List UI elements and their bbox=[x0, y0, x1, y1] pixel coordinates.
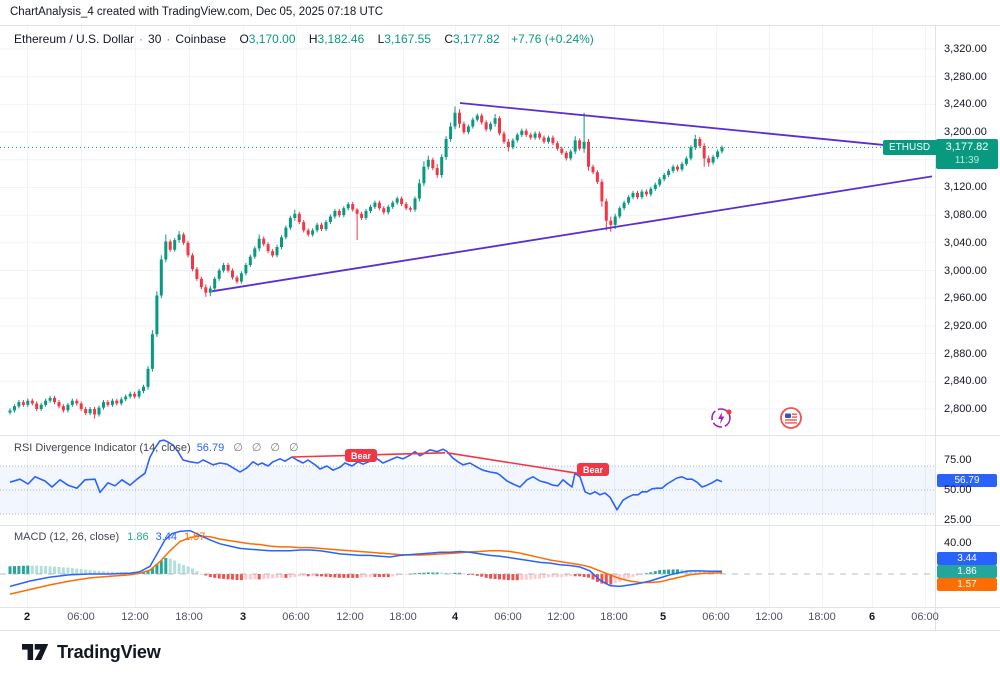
time-axis-label: 6 bbox=[868, 611, 876, 623]
price-axis-label: 3,280.00 bbox=[944, 71, 987, 83]
time-axis-label: 3 bbox=[239, 611, 247, 623]
time-axis-panel[interactable]: 2 06:00 12:00 18:00 3 06:00 12:00 18:00 4 06:00 12… bbox=[0, 611, 939, 631]
trendline[interactable] bbox=[459, 102, 887, 147]
rsi-hidden-value-icon: ∅ bbox=[270, 442, 280, 454]
macd-signal-badge: 1.57 bbox=[937, 578, 997, 591]
macd-line-value: 3.44 bbox=[155, 531, 177, 543]
rsi-hidden-value-icon: ∅ bbox=[289, 442, 299, 454]
price-axis-label: 3,200.00 bbox=[944, 126, 987, 138]
price-axis-label: 3,080.00 bbox=[944, 209, 987, 221]
flag-event-icon[interactable] bbox=[779, 406, 803, 430]
lightning-event-icon[interactable] bbox=[710, 406, 734, 430]
price-axis-label: 3,240.00 bbox=[944, 98, 987, 110]
macd-line-badge: 3.44 bbox=[937, 552, 997, 565]
bear-divergence-label-2[interactable]: Bear bbox=[577, 463, 610, 476]
rsi-axis-label: 25.00 bbox=[944, 514, 972, 526]
time-axis-label: 5 bbox=[659, 611, 667, 623]
time-axis-label: 06:00 bbox=[282, 611, 310, 623]
time-axis-label: 12:00 bbox=[336, 611, 364, 623]
rsi-value-badge: 56.79 bbox=[937, 474, 997, 487]
price-axis-panel[interactable]: 56.79 40.00 3.44 1.86 1.57 3,320.00 3,280… bbox=[936, 0, 1000, 631]
close-label: C bbox=[444, 32, 454, 46]
macd-signal-value: 1.57 bbox=[184, 531, 206, 543]
macd-title[interactable]: MACD (12, 26, close) bbox=[14, 531, 120, 543]
rsi-axis-label: 75.00 bbox=[944, 454, 972, 466]
tradingview-logo[interactable]: TradingView bbox=[22, 640, 161, 664]
time-axis-label: 06:00 bbox=[702, 611, 730, 623]
tradingview-logo-icon bbox=[22, 644, 49, 660]
exchange[interactable]: Coinbase bbox=[175, 32, 227, 46]
price-axis-label: 2,960.00 bbox=[944, 292, 987, 304]
open-value: 3,170.00 bbox=[248, 32, 296, 46]
rsi-divergence-line bbox=[446, 452, 578, 474]
price-axis-label: 3,040.00 bbox=[944, 237, 987, 249]
bar-countdown: 11:39 bbox=[954, 155, 980, 166]
rsi-line bbox=[9, 439, 723, 511]
rsi-title[interactable]: RSI Divergence Indicator (14, close) bbox=[14, 442, 191, 454]
rsi-hidden-value-icon: ∅ bbox=[233, 442, 243, 454]
current-price-box: 3,177.82 11:39 bbox=[936, 139, 998, 169]
macd-axis-label: 40.00 bbox=[944, 537, 972, 549]
symbol-name[interactable]: Ethereum / U.S. Dollar bbox=[14, 32, 135, 46]
time-axis-label: 12:00 bbox=[755, 611, 783, 623]
rsi-indicator-header: RSI Divergence Indicator (14, close) 56.7… bbox=[14, 441, 299, 454]
bear-divergence-label-1[interactable]: Bear bbox=[345, 449, 378, 462]
time-axis-label: 18:00 bbox=[600, 611, 628, 623]
time-axis-label: 06:00 bbox=[911, 611, 939, 623]
trendline[interactable] bbox=[211, 175, 933, 293]
macd-indicator-header: MACD (12, 26, close) 1.86 3.44 1.57 bbox=[14, 531, 205, 543]
rsi-pane[interactable] bbox=[0, 439, 935, 515]
time-axis-label: 06:00 bbox=[67, 611, 95, 623]
price-axis-label: 3,000.00 bbox=[944, 265, 987, 277]
change-value: +7.76 (+0.24%) bbox=[511, 32, 594, 46]
price-axis-label: 2,880.00 bbox=[944, 348, 987, 360]
price-pane[interactable] bbox=[0, 102, 935, 419]
time-axis-label: 18:00 bbox=[808, 611, 836, 623]
time-axis-label: 18:00 bbox=[175, 611, 203, 623]
price-axis-label: 3,120.00 bbox=[944, 181, 987, 193]
time-axis-label: 12:00 bbox=[547, 611, 575, 623]
macd-hist-badge: 1.86 bbox=[937, 565, 997, 578]
price-axis-label: 2,920.00 bbox=[944, 320, 987, 332]
macd-hist-value: 1.86 bbox=[127, 531, 149, 543]
rsi-axis-label: 50.00 bbox=[944, 484, 972, 496]
rsi-value: 56.79 bbox=[196, 442, 225, 454]
time-axis-label: 4 bbox=[451, 611, 459, 623]
high-label: H bbox=[308, 32, 318, 46]
interval[interactable]: 30 bbox=[148, 32, 162, 46]
time-axis-label: 06:00 bbox=[494, 611, 522, 623]
high-value: 3,182.46 bbox=[317, 32, 365, 46]
rsi-hidden-value-icon: ∅ bbox=[251, 442, 262, 454]
macd-signal-line bbox=[9, 535, 723, 595]
low-label: L bbox=[377, 32, 385, 46]
separator-dot: · bbox=[166, 32, 171, 46]
tradingview-logo-text: TradingView bbox=[57, 641, 161, 662]
time-axis-label: 18:00 bbox=[389, 611, 417, 623]
macd-line bbox=[9, 529, 723, 588]
rsi-hidden-values: ∅ ∅ ∅ ∅ bbox=[224, 442, 298, 454]
low-value: 3,167.55 bbox=[384, 32, 431, 46]
time-axis-label: 2 bbox=[23, 611, 31, 623]
time-axis-label: 12:00 bbox=[121, 611, 149, 623]
symbol-price-tag: ETHUSD bbox=[883, 140, 937, 155]
price-axis-label: 2,800.00 bbox=[944, 403, 987, 415]
open-label: O bbox=[239, 32, 249, 46]
price-axis-label: 3,320.00 bbox=[944, 43, 987, 55]
symbol-header: Ethereum / U.S. Dollar · 30 · Coinbase O3,17… bbox=[14, 32, 594, 46]
separator-dot: · bbox=[139, 32, 144, 46]
close-value: 3,177.82 bbox=[453, 32, 500, 46]
macd-pane[interactable] bbox=[0, 529, 935, 595]
price-axis-label: 2,840.00 bbox=[944, 375, 987, 387]
page-title: ChartAnalysis_4 created with TradingView… bbox=[10, 6, 384, 18]
current-price: 3,177.82 bbox=[945, 141, 989, 153]
